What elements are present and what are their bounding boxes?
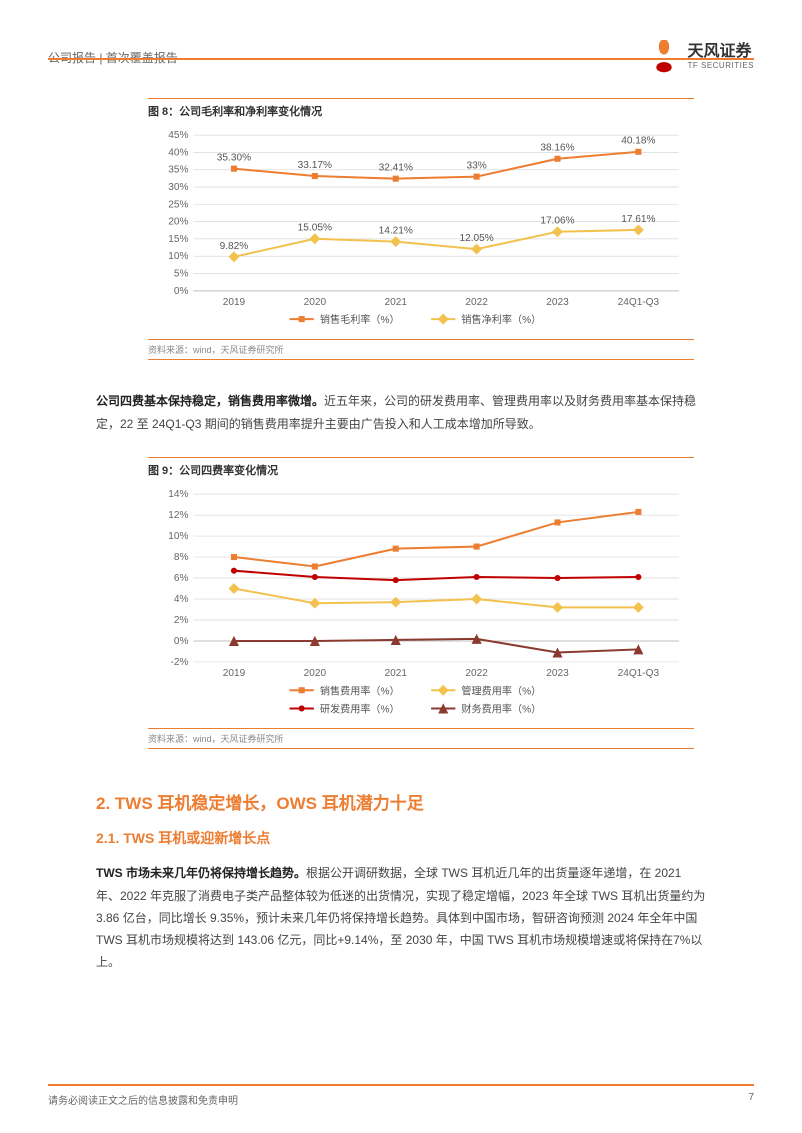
page-number: 7 xyxy=(748,1092,754,1107)
svg-text:8%: 8% xyxy=(174,552,189,563)
brand-logo: 天风证券 TF SECURITIES xyxy=(647,40,754,74)
svg-text:2022: 2022 xyxy=(465,297,488,308)
svg-text:15%: 15% xyxy=(168,234,188,245)
svg-text:17.61%: 17.61% xyxy=(621,214,655,225)
svg-text:6%: 6% xyxy=(174,573,189,584)
chart-8-block: 图 8：公司毛利率和净利率变化情况 0% 5% 10% 15% 20% 25% 30% 35%… xyxy=(148,98,694,360)
svg-text:9.82%: 9.82% xyxy=(220,241,249,252)
svg-text:38.16%: 38.16% xyxy=(540,143,574,154)
svg-text:2019: 2019 xyxy=(223,668,246,679)
svg-text:20%: 20% xyxy=(168,217,188,228)
chart-8-title: 图 8：公司毛利率和净利率变化情况 xyxy=(148,106,322,118)
svg-text:33%: 33% xyxy=(466,161,486,172)
svg-text:销售毛利率（%）: 销售毛利率（%） xyxy=(320,313,400,326)
svg-text:40.18%: 40.18% xyxy=(621,136,655,147)
svg-text:15.05%: 15.05% xyxy=(298,223,332,234)
svg-text:14%: 14% xyxy=(168,489,188,500)
section-2-heading: 2. TWS 耳机稳定增长，OWS 耳机潜力十足 xyxy=(96,789,706,814)
svg-text:2023: 2023 xyxy=(546,297,569,308)
chart-9-block: 图 9：公司四费率变化情况 -2% 0% 2% 4% 6% 8% 10% 12% 14% 2019… xyxy=(148,457,694,750)
paragraph-2-lead: TWS 市场未来几年仍将保持增长趋势。 xyxy=(96,866,306,880)
svg-text:35.30%: 35.30% xyxy=(217,153,251,164)
svg-text:24Q1-Q3: 24Q1-Q3 xyxy=(618,668,660,679)
chart-9-title: 图 9：公司四费率变化情况 xyxy=(148,465,278,477)
chart-9: -2% 0% 2% 4% 6% 8% 10% 12% 14% 2019 2020 2021 2022 20… xyxy=(148,484,694,727)
header-rule xyxy=(48,58,754,60)
chart-8-source: 资料来源：wind，天风证券研究所 xyxy=(148,339,694,360)
svg-text:4%: 4% xyxy=(174,594,189,605)
svg-text:2021: 2021 xyxy=(384,668,407,679)
svg-text:12%: 12% xyxy=(168,510,188,521)
svg-text:-2%: -2% xyxy=(170,657,188,668)
svg-text:45%: 45% xyxy=(168,130,188,141)
svg-text:2020: 2020 xyxy=(304,668,327,679)
section-2-1-heading: 2.1. TWS 耳机或迎新增长点 xyxy=(96,828,706,848)
footer-disclaimer: 请务必阅读正文之后的信息披露和免责申明 xyxy=(48,1092,238,1107)
svg-text:0%: 0% xyxy=(174,286,189,297)
brand-name-en: TF SECURITIES xyxy=(687,62,754,70)
svg-text:2023: 2023 xyxy=(546,668,569,679)
paragraph-1-lead: 公司四费基本保持稳定，销售费用率微增。 xyxy=(96,394,324,408)
svg-text:14.21%: 14.21% xyxy=(379,226,413,237)
svg-text:2022: 2022 xyxy=(465,668,488,679)
svg-text:35%: 35% xyxy=(168,165,188,176)
svg-text:30%: 30% xyxy=(168,182,188,193)
svg-text:2%: 2% xyxy=(174,615,189,626)
paragraph-2: TWS 市场未来几年仍将保持增长趋势。根据公开调研数据，全球 TWS 耳机近几年… xyxy=(96,862,706,973)
paragraph-1: 公司四费基本保持稳定，销售费用率微增。近五年来，公司的研发费用率、管理费用率以及… xyxy=(96,390,706,434)
svg-text:10%: 10% xyxy=(168,531,188,542)
page-header: 公司报告 | 首次覆盖报告 天风证券 TF SECURITIES xyxy=(48,40,754,74)
tf-logo-icon xyxy=(647,40,681,74)
svg-text:管理费用率（%）: 管理费用率（%） xyxy=(461,684,541,697)
svg-text:2020: 2020 xyxy=(304,297,327,308)
page-footer: 请务必阅读正文之后的信息披露和免责申明 7 xyxy=(48,1084,754,1107)
svg-text:销售费用率（%）: 销售费用率（%） xyxy=(320,684,400,697)
svg-text:40%: 40% xyxy=(168,147,188,158)
svg-text:25%: 25% xyxy=(168,199,188,210)
svg-text:33.17%: 33.17% xyxy=(298,160,332,171)
breadcrumb: 公司报告 | 首次覆盖报告 xyxy=(48,49,178,66)
chart-9-source: 资料来源：wind，天风证券研究所 xyxy=(148,728,694,749)
svg-text:32.41%: 32.41% xyxy=(379,163,413,174)
svg-text:2019: 2019 xyxy=(223,297,246,308)
svg-text:10%: 10% xyxy=(168,251,188,262)
svg-text:财务费用率（%）: 财务费用率（%） xyxy=(461,702,541,715)
svg-text:24Q1-Q3: 24Q1-Q3 xyxy=(618,297,660,308)
svg-text:2021: 2021 xyxy=(384,297,407,308)
paragraph-2-body: 根据公开调研数据，全球 TWS 耳机近几年的出货量逐年递增，在 2021 年、2… xyxy=(96,866,705,969)
svg-text:5%: 5% xyxy=(174,269,189,280)
chart-8: 0% 5% 10% 15% 20% 25% 30% 35% 40% 45% 2019 2020 2021… xyxy=(148,125,694,337)
svg-text:0%: 0% xyxy=(174,636,189,647)
svg-text:17.06%: 17.06% xyxy=(540,216,574,227)
svg-text:研发费用率（%）: 研发费用率（%） xyxy=(320,702,400,715)
svg-text:销售净利率（%）: 销售净利率（%） xyxy=(461,313,541,326)
svg-text:12.05%: 12.05% xyxy=(459,233,493,244)
